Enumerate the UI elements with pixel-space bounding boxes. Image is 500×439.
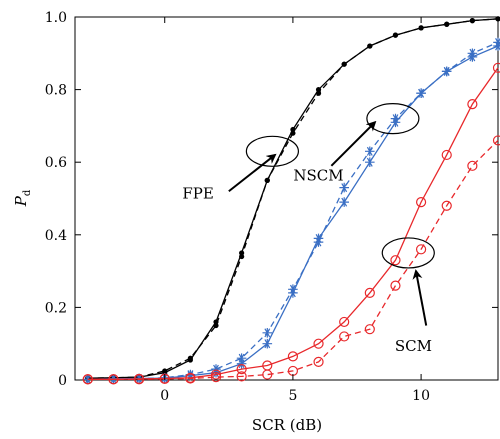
data-point <box>108 374 119 385</box>
data-point <box>264 177 270 183</box>
data-point <box>492 62 500 73</box>
series-line <box>87 18 499 379</box>
data-point <box>364 287 375 298</box>
data-point <box>339 197 349 207</box>
y-tick-label: 0.8 <box>45 83 67 99</box>
x-tick-label: 0 <box>160 388 169 404</box>
series-line <box>87 45 499 380</box>
data-point <box>415 197 427 208</box>
data-point <box>313 237 324 247</box>
annotation-label: FPE <box>182 185 213 203</box>
data-point <box>339 331 350 342</box>
data-point <box>236 358 247 369</box>
x-axis-label: SCR (dB) <box>252 416 322 434</box>
x-tick-label: 10 <box>412 388 430 404</box>
y-axis-label-main: P <box>12 195 30 207</box>
data-point <box>211 364 221 374</box>
series-scm-solid <box>82 62 500 385</box>
data-point <box>236 353 247 363</box>
data-point <box>390 255 401 266</box>
y-tick-label: 0.4 <box>45 228 67 244</box>
data-point <box>262 338 273 349</box>
y-axis-label-sub: d <box>22 189 33 196</box>
data-point <box>315 90 322 96</box>
data-point <box>187 355 193 361</box>
annotation-label: SCM <box>395 337 432 355</box>
data-point <box>262 328 273 338</box>
data-point <box>82 374 93 385</box>
annotation-scm: SCM <box>381 237 435 355</box>
series-nscm-dashed <box>83 37 500 385</box>
series-nscm-solid <box>83 41 500 385</box>
data-point <box>339 316 350 328</box>
annotation-nscm: NSCM <box>293 103 420 184</box>
series-fpe-solid <box>85 16 500 381</box>
annotation-label: NSCM <box>293 166 343 184</box>
plot-frame <box>74 16 499 381</box>
data-point <box>185 373 196 384</box>
data-point <box>162 368 168 374</box>
data-point <box>469 18 475 24</box>
data-point <box>495 16 500 22</box>
data-point <box>133 374 145 385</box>
data-point <box>367 43 373 49</box>
data-point <box>313 356 324 367</box>
y-tick-label: 0.2 <box>45 300 67 316</box>
y-tick-label: 0 <box>58 373 67 389</box>
series-fpe-dashed <box>85 16 500 381</box>
data-point <box>213 322 219 329</box>
data-point <box>390 280 401 291</box>
series-layer <box>82 16 500 385</box>
data-point <box>441 200 452 211</box>
data-point <box>341 61 347 67</box>
data-point <box>236 371 247 382</box>
y-axis-label: Pd <box>12 189 33 207</box>
data-point <box>492 135 500 146</box>
y-tick-label: 0.6 <box>45 155 67 171</box>
annotation-ellipse <box>381 237 435 269</box>
data-point <box>210 369 222 380</box>
annotation-ellipse <box>245 135 299 167</box>
data-point <box>290 130 296 136</box>
data-point <box>364 324 375 335</box>
data-point <box>239 253 245 260</box>
data-point <box>365 157 375 167</box>
series-scm-dashed <box>82 135 500 385</box>
annotation-arrow <box>330 120 377 167</box>
data-point <box>262 369 273 380</box>
annotation-arrow <box>228 153 277 193</box>
annotation-fpe: FPE <box>182 135 299 203</box>
data-point <box>210 371 222 383</box>
data-point <box>416 88 426 98</box>
data-point <box>287 351 299 362</box>
series-line <box>87 41 499 380</box>
data-point <box>390 113 401 124</box>
data-point <box>441 149 452 161</box>
data-point <box>418 25 424 31</box>
data-point <box>467 99 478 110</box>
data-point <box>339 182 349 193</box>
x-tick-label: 5 <box>288 388 297 404</box>
annotation-layer: FPE NSCM SCM <box>182 103 435 355</box>
series-line <box>87 18 499 379</box>
axis-layer: 0 5 10 0 0.2 0.4 0.6 0.8 1.0 <box>45 10 498 404</box>
annotation-ellipse <box>366 103 420 135</box>
data-point <box>236 364 247 375</box>
data-point <box>392 32 399 38</box>
data-point <box>290 126 296 133</box>
data-point <box>313 338 324 349</box>
data-point <box>444 21 450 27</box>
data-point <box>441 66 452 77</box>
data-point <box>467 48 478 59</box>
data-point <box>288 284 298 295</box>
data-point <box>365 146 375 157</box>
y-tick-label: 1.0 <box>45 10 67 26</box>
series-line <box>87 67 499 380</box>
series-line <box>87 139 499 380</box>
data-point <box>493 37 500 48</box>
data-point <box>415 244 427 255</box>
annotation-arrow <box>412 269 428 326</box>
data-point <box>467 160 478 171</box>
